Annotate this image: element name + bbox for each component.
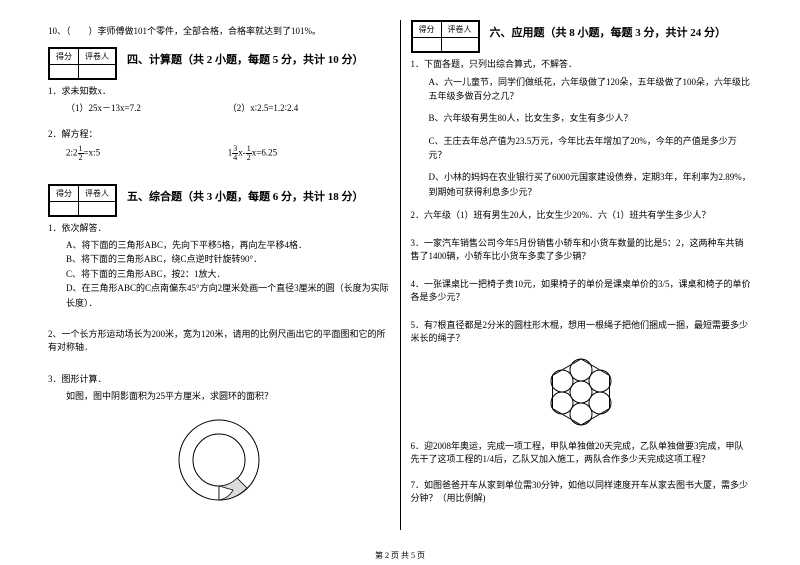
score-label: 得分: [50, 48, 79, 64]
s6-q1d: D、小林的妈妈在农业银行买了6000元国家建设债券，定期3年，年利率为2.89%…: [429, 170, 753, 199]
s5-q2: 2、一个长方形运动场长为200米，宽为120米，请用的比例尺画出它的平面图和它的…: [48, 328, 390, 355]
s6-q1c: C、王庄去年总产值为23.5万元，今年比去年增加了20%，今年的产值是多少万元？: [429, 134, 753, 163]
s4-q2b: 134x-12x=6.25: [228, 145, 390, 162]
s6-q3: 3．一家汽车销售公司今年5月份销售小轿车和小货车数量的比是5：2，这两种车共销售…: [411, 237, 753, 264]
s5-q1a: A、将下面的三角形ABC，先向下平移5格，再向左平移4格．: [66, 238, 390, 252]
s5-q1b: B、将下面的三角形ABC，绕C点逆时针旋转90°．: [66, 252, 390, 266]
s4-q1a: （1）25x－13x=7.2: [66, 101, 228, 114]
section-5-title: 五、综合题（共 3 小题，每题 6 分，共计 18 分）: [127, 188, 364, 204]
section-6-title: 六、应用题（共 8 小题，每题 3 分，共计 24 分）: [490, 24, 727, 40]
s6-q2: 2．六年级（1）班有男生20人，比女生少20%．六（1）班共有学生多少人？: [411, 209, 753, 223]
ring-figure: [48, 410, 390, 512]
s5-q1c: C、将下面的三角形ABC，按2：1放大．: [66, 267, 390, 281]
s4-q1-eqs: （1）25x－13x=7.2 （2）x∶2.5=1.2∶2.4: [66, 101, 390, 114]
grader-label: 评卷人: [441, 22, 478, 38]
left-column: 10、（ ）李师傅做101个零件，全部合格，合格率就达到了101%。 得分 评卷…: [40, 20, 398, 530]
s4-q1b: （2）x∶2.5=1.2∶2.4: [228, 101, 390, 114]
score-label: 得分: [50, 185, 79, 201]
score-box-6: 得分 评卷人: [411, 20, 480, 53]
s5-q1: 1．依次解答．: [48, 222, 390, 236]
s6-q1b: B、六年级有男生80人，比女生多，女生有多少人？: [429, 111, 753, 125]
s5-q1d: D、在三角形ABC的C点南偏东45°方向2厘米处画一个直径3厘米的圆（长度为实际…: [66, 281, 390, 310]
score-box-4: 得分 评卷人: [48, 47, 117, 80]
grader-label: 评卷人: [79, 48, 116, 64]
s4-q2a: 2:212=x:5: [66, 145, 228, 162]
score-box-5: 得分 评卷人: [48, 184, 117, 217]
section-5-header: 得分 评卷人 五、综合题（共 3 小题，每题 6 分，共计 18 分）: [48, 184, 390, 217]
hex-figure: [411, 352, 753, 434]
s4-q2: 2．解方程：: [48, 128, 390, 142]
question-10: 10、（ ）李师傅做101个零件，全部合格，合格率就达到了101%。: [48, 25, 390, 39]
section-6-header: 得分 评卷人 六、应用题（共 8 小题，每题 3 分，共计 24 分）: [411, 20, 753, 53]
column-divider: [400, 20, 401, 530]
s6-q4: 4．一张课桌比一把椅子贵10元，如果椅子的单价是课桌单价的3/5，课桌和椅子的单…: [411, 278, 753, 305]
section-4-title: 四、计算题（共 2 小题，每题 5 分，共计 10 分）: [127, 51, 364, 67]
s5-q3: 3．图形计算．: [48, 373, 390, 387]
s4-q2-eqs: 2:212=x:5 134x-12x=6.25: [66, 145, 390, 162]
s6-q1: 1．下面各题，只列出综合算式，不解答．: [411, 58, 753, 72]
s5-q3a: 如图，图中阴影面积为25平方厘米，求圆环的面积？: [66, 389, 390, 403]
s6-q6: 6．迎2008年奥运，完成一项工程，甲队单独做20天完成，乙队单独做要3完成，甲…: [411, 440, 753, 467]
s6-q7: 7．如图爸爸开车从家到单位需30分钟，如他以同样速度开车从家去图书大厦，需多少分…: [411, 479, 753, 506]
s6-q1a: A、六一儿童节，同学们做纸花，六年级做了120朵，五年级做了100朵，六年级比五…: [429, 75, 753, 104]
s4-q1: 1．求未知数x．: [48, 85, 390, 99]
s6-q5: 5．有7根直径都是2分米的圆柱形木棍，想用一根绳子把他们捆成一捆，最短需要多少米…: [411, 319, 753, 346]
right-column: 得分 评卷人 六、应用题（共 8 小题，每题 3 分，共计 24 分） 1．下面…: [403, 20, 761, 530]
page-footer: 第 2 页 共 5 页: [0, 550, 800, 561]
section-4-header: 得分 评卷人 四、计算题（共 2 小题，每题 5 分，共计 10 分）: [48, 47, 390, 80]
grader-label: 评卷人: [79, 185, 116, 201]
score-label: 得分: [412, 22, 441, 38]
